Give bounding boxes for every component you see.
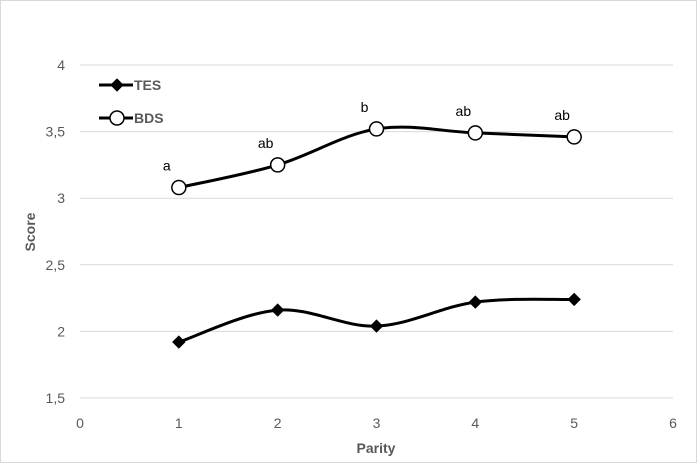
x-tick-label: 5 [570, 415, 578, 431]
y-tick-label: 2,5 [46, 257, 66, 273]
legend-label: BDS [134, 110, 164, 126]
x-tick-label: 3 [373, 415, 381, 431]
series-bds-point [368, 121, 385, 137]
series-tes-point [172, 335, 186, 349]
x-tick-labels: 0 1 2 3 4 5 6 [76, 415, 677, 431]
significance-label: ab [456, 103, 472, 119]
series-bds-point [566, 129, 582, 145]
series-bds: a ab b ab ab [163, 99, 582, 196]
significance-label: ab [554, 107, 570, 123]
x-tick-label: 0 [76, 415, 84, 431]
series-bds-point [467, 125, 484, 141]
x-tick-label: 4 [471, 415, 479, 431]
series-tes-point [567, 292, 581, 307]
significance-label: ab [258, 135, 274, 151]
legend-item-bds: BDS [99, 110, 164, 126]
legend-item-tes: TES [99, 77, 161, 93]
legend: TES BDS [99, 77, 164, 126]
legend-marker [110, 78, 124, 92]
series-bds-point [269, 157, 286, 173]
x-tick-label: 2 [274, 415, 282, 431]
x-tick-label: 1 [175, 415, 183, 431]
y-tick-label: 2 [57, 323, 65, 339]
series-tes-point [270, 303, 285, 317]
y-tick-label: 3,5 [46, 124, 66, 140]
y-tick-labels: 1,5 2 2,5 3 3,5 4 [46, 57, 66, 406]
legend-marker [109, 110, 125, 126]
series-tes [172, 292, 581, 349]
x-axis-title: Parity [357, 440, 396, 456]
y-tick-label: 4 [57, 57, 65, 73]
series-layer: a ab b ab ab [163, 99, 582, 349]
y-tick-label: 1,5 [46, 390, 66, 406]
significance-label: a [163, 158, 171, 174]
x-tick-label: 6 [669, 415, 677, 431]
significance-label: b [361, 99, 369, 115]
y-tick-label: 3 [57, 190, 65, 206]
series-bds-point [171, 179, 187, 196]
series-tes-point [369, 319, 384, 333]
gridlines [80, 64, 673, 332]
series-tes-point [468, 295, 483, 309]
y-axis-title: Score [22, 212, 38, 251]
legend-label: TES [134, 77, 161, 93]
